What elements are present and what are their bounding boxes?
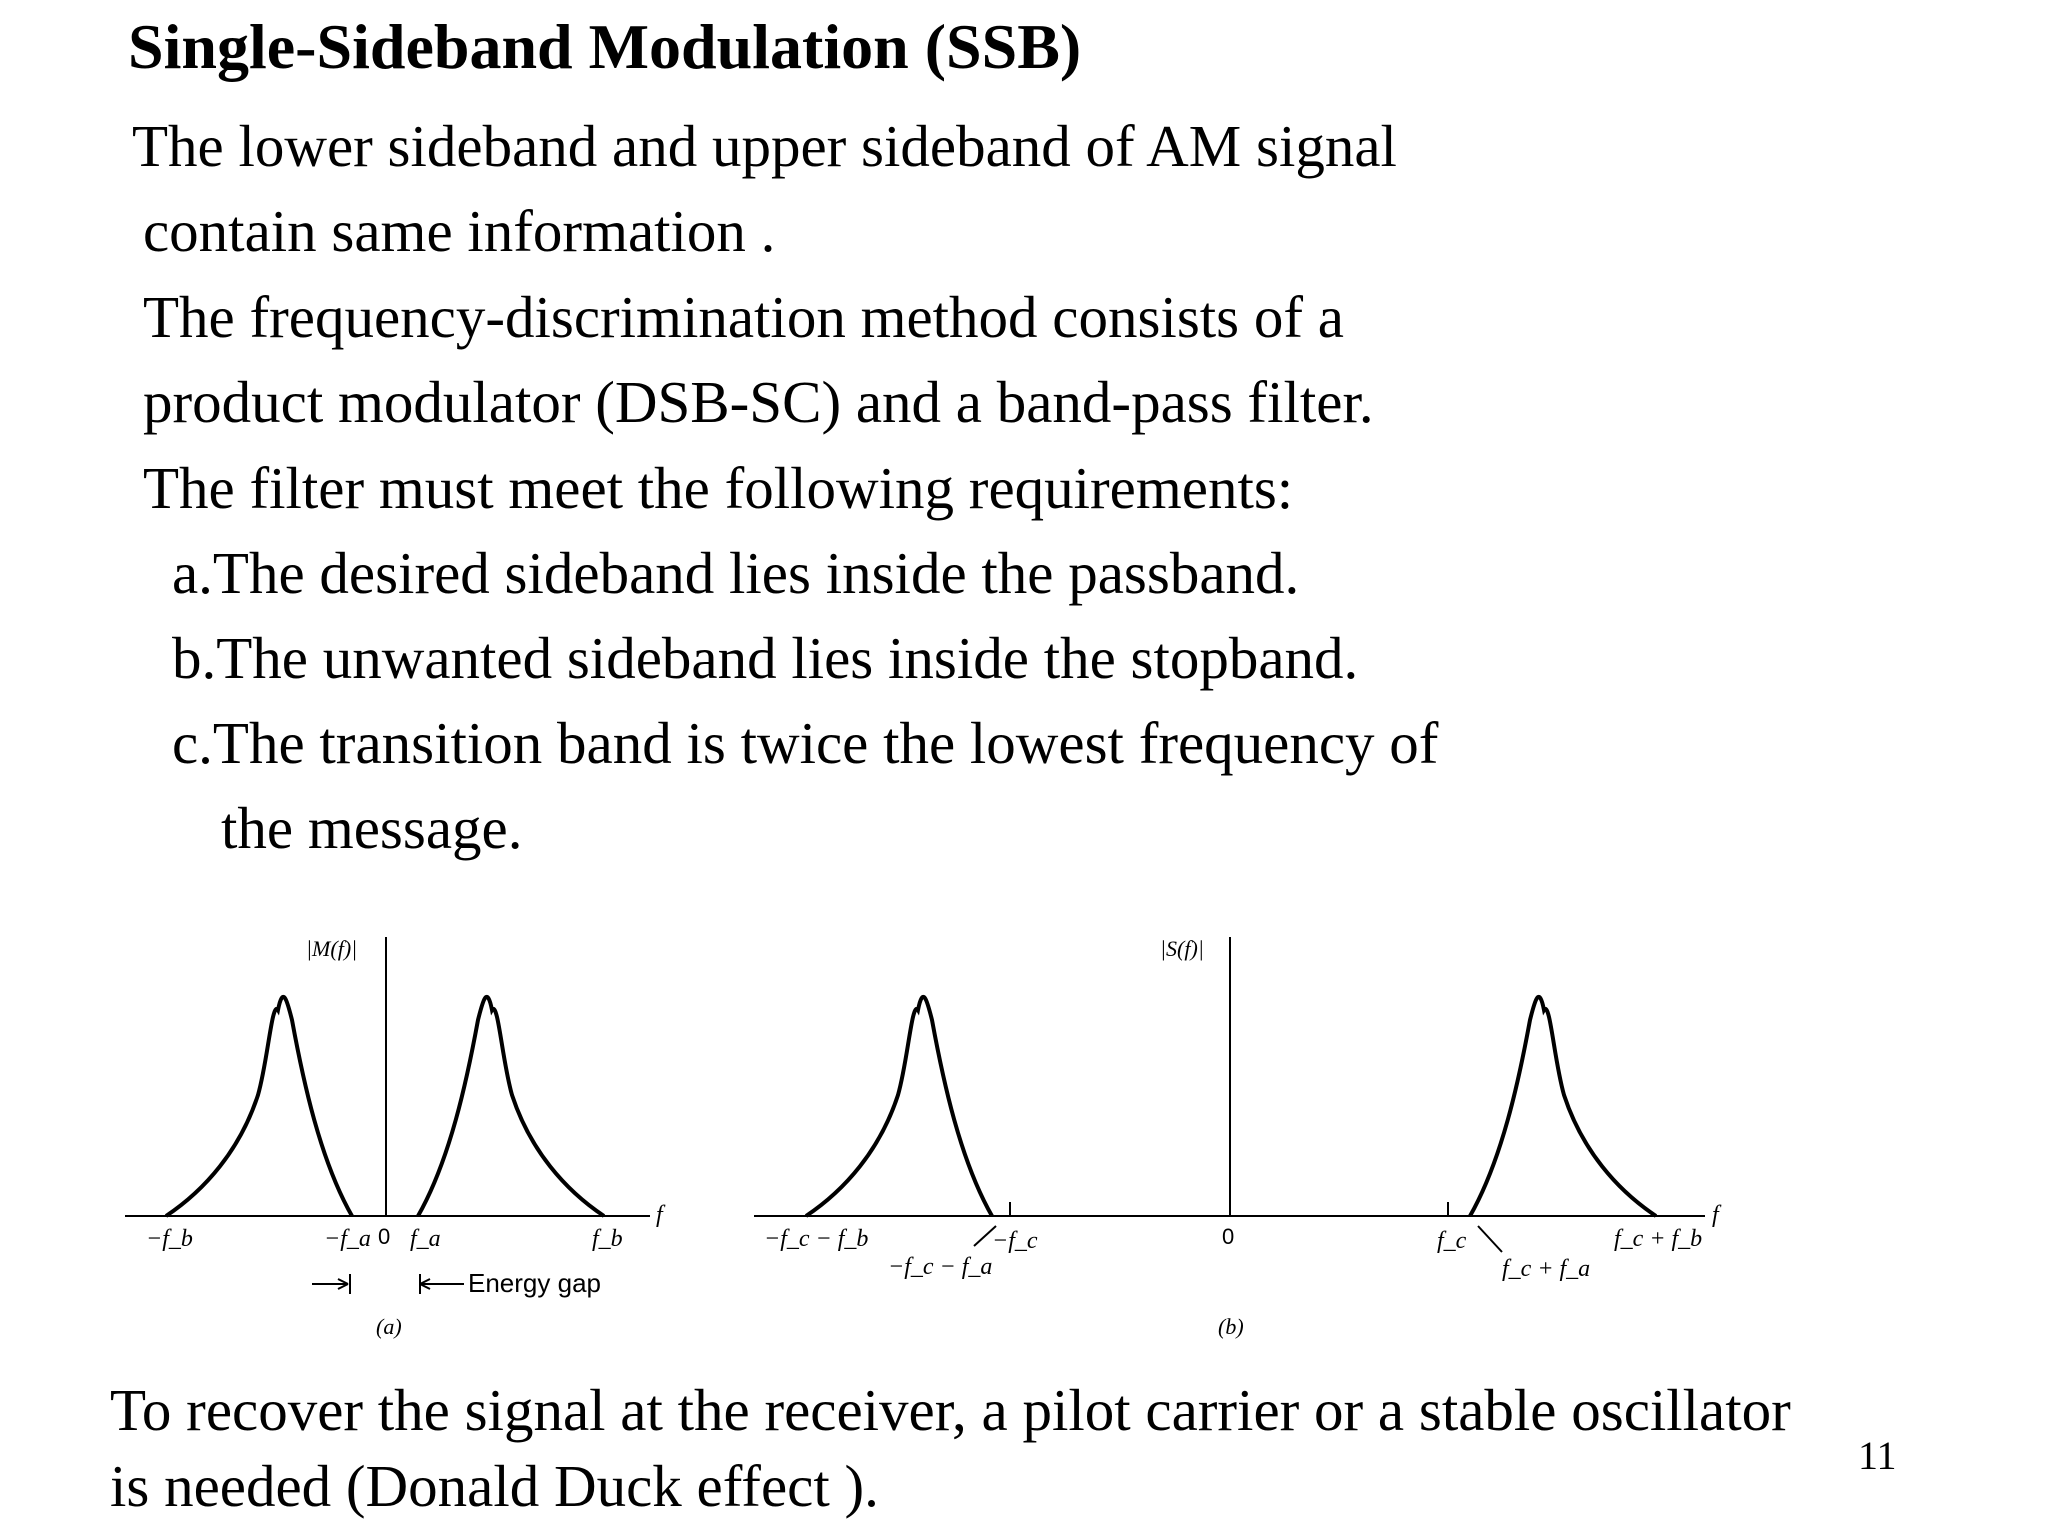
body-line-2: contain same information . xyxy=(143,198,776,264)
fig-b-tick-fc: f_c xyxy=(1437,1228,1467,1254)
slide-title: Single-Sideband Modulation (SSB) xyxy=(128,11,1082,82)
fig-b-tick-neg-fc-minus-fa: −f_c − f_a xyxy=(888,1254,992,1280)
fig-b-caption: (b) xyxy=(1218,1314,1244,1339)
figure-b-ssb-spectrum: |S(f)| f −f_c − f_b −f_c − f_a −f_c 0 f_… xyxy=(754,936,1722,1339)
page-number: 11 xyxy=(1858,1433,1897,1478)
requirement-a: a.The desired sideband lies inside the p… xyxy=(172,540,1300,606)
fig-b-neg-fc-minus-fa-pointer xyxy=(973,1225,997,1247)
fig-a-negative-band-curve xyxy=(164,994,354,1218)
spectrum-figure: |M(f)| f −f_b −f_a 0 f_a f_b Energy gap … xyxy=(125,936,1722,1339)
requirement-b: b.The unwanted sideband lies inside the … xyxy=(172,625,1359,691)
body-line-3: The frequency-discrimination method cons… xyxy=(143,284,1344,350)
fig-a-tick-zero: 0 xyxy=(378,1224,390,1249)
fig-a-tick-fa: f_a xyxy=(410,1226,441,1252)
fig-a-caption: (a) xyxy=(376,1314,402,1339)
energy-gap-arrows xyxy=(312,1274,464,1294)
body-line-1: The lower sideband and upper sideband of… xyxy=(132,113,1397,179)
fig-a-tick-neg-fb: −f_b xyxy=(146,1226,193,1252)
fig-a-tick-neg-fa: −f_a xyxy=(324,1226,371,1252)
footer-line-2: is needed (Donald Duck effect ). xyxy=(110,1453,879,1519)
fig-b-tick-neg-fc: −f_c xyxy=(992,1228,1038,1254)
footer-line-1: To recover the signal at the receiver, a… xyxy=(110,1377,1791,1443)
body-line-5: The filter must meet the following requi… xyxy=(143,455,1294,521)
figure-a-message-spectrum: |M(f)| f −f_b −f_a 0 f_a f_b Energy gap … xyxy=(125,936,666,1339)
body-line-4: product modulator (DSB-SC) and a band-pa… xyxy=(143,369,1374,435)
fig-a-tick-fb: f_b xyxy=(592,1226,623,1252)
fig-b-fc-plus-fa-pointer xyxy=(1477,1225,1503,1253)
fig-b-tick-zero: 0 xyxy=(1222,1224,1234,1249)
requirement-c-line-1: c.The transition band is twice the lowes… xyxy=(172,710,1439,776)
fig-a-ylabel: |M(f)| xyxy=(306,936,357,961)
fig-b-lower-sideband-curve xyxy=(804,994,994,1218)
fig-a-positive-band-curve xyxy=(416,994,606,1218)
fig-b-tick-neg-fc-minus-fb: −f_c − f_b xyxy=(764,1226,868,1252)
fig-b-tick-fc-plus-fb: f_c + f_b xyxy=(1614,1226,1702,1252)
fig-b-ylabel: |S(f)| xyxy=(1160,936,1204,961)
requirement-c-line-2: the message. xyxy=(221,795,523,861)
fig-b-xlabel: f xyxy=(1712,1202,1722,1228)
fig-a-xlabel: f xyxy=(656,1202,666,1228)
fig-b-upper-sideband-curve xyxy=(1468,994,1658,1218)
energy-gap-label: Energy gap xyxy=(468,1268,601,1298)
fig-b-tick-fc-plus-fa: f_c + f_a xyxy=(1502,1256,1590,1282)
